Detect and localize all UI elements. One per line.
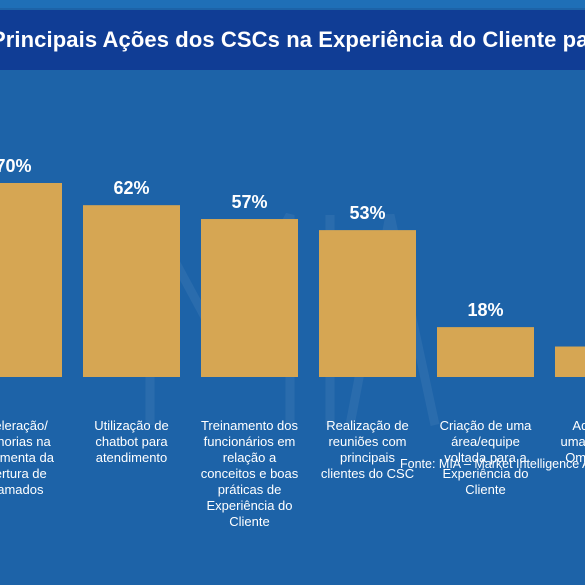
category-label-line: área/equipe bbox=[451, 434, 520, 449]
category-label-line: Cliente bbox=[465, 482, 505, 497]
category-label-line: Experiência do bbox=[207, 498, 293, 513]
source-note: Fonte: MIA – Market Intelligence Agency bbox=[400, 457, 585, 471]
category-label-line: atendimento bbox=[96, 450, 168, 465]
category-label-line: chamados bbox=[0, 482, 44, 497]
chart-title: Principais Ações dos CSCs na Experiência… bbox=[0, 27, 585, 52]
category-label-line: Experiência do bbox=[443, 466, 529, 481]
category-label-line: relação a bbox=[223, 450, 277, 465]
category-label-line: ferramenta da bbox=[0, 450, 55, 465]
category-label-line: principais bbox=[340, 450, 395, 465]
title-bar: Principais Ações dos CSCs na Experiência… bbox=[0, 10, 585, 70]
category-label-line: abertura de bbox=[0, 466, 47, 481]
category-label-2: Utilização de chatbot para atendimento bbox=[94, 418, 168, 465]
category-label-line: reuniões com bbox=[328, 434, 406, 449]
bar-2 bbox=[83, 205, 180, 377]
category-label-1: Aceleração/melhorias naferramenta daaber… bbox=[0, 418, 55, 497]
value-label-4: 53% bbox=[349, 203, 385, 223]
value-label-3: 57% bbox=[231, 192, 267, 212]
category-label-line: práticas de bbox=[218, 482, 282, 497]
bar-3 bbox=[201, 219, 298, 377]
category-label-line: funcionários em bbox=[204, 434, 296, 449]
category-label-line: uma estratégia bbox=[561, 434, 585, 449]
category-label-line: voltada para a bbox=[444, 450, 527, 465]
category-label-line: Aceleração/ bbox=[0, 418, 48, 433]
category-label-line: Utilização de bbox=[94, 418, 168, 433]
category-label-line: clientes do CSC bbox=[321, 466, 414, 481]
category-label-4: Realização de reuniões com principais clien… bbox=[321, 418, 414, 481]
category-label-line: Adoção de bbox=[572, 418, 585, 433]
bar-1 bbox=[0, 183, 62, 377]
category-label-line: Cliente bbox=[229, 514, 269, 529]
bar-6 bbox=[555, 346, 585, 377]
value-label-1: 70% bbox=[0, 156, 32, 176]
top-strip bbox=[0, 0, 585, 8]
category-label-line: Omnichannel bbox=[565, 450, 585, 465]
category-label-line: Realização de bbox=[326, 418, 408, 433]
category-label-line: chatbot para bbox=[95, 434, 168, 449]
category-label-line: Criação de uma bbox=[440, 418, 533, 433]
category-label-line: Treinamento dos bbox=[201, 418, 299, 433]
category-label-line: melhorias na bbox=[0, 434, 51, 449]
bar-5 bbox=[437, 327, 534, 377]
value-label-2: 62% bbox=[113, 178, 149, 198]
value-label-5: 18% bbox=[467, 300, 503, 320]
category-label-line: conceitos e boas bbox=[201, 466, 299, 481]
bar-4 bbox=[319, 230, 416, 377]
